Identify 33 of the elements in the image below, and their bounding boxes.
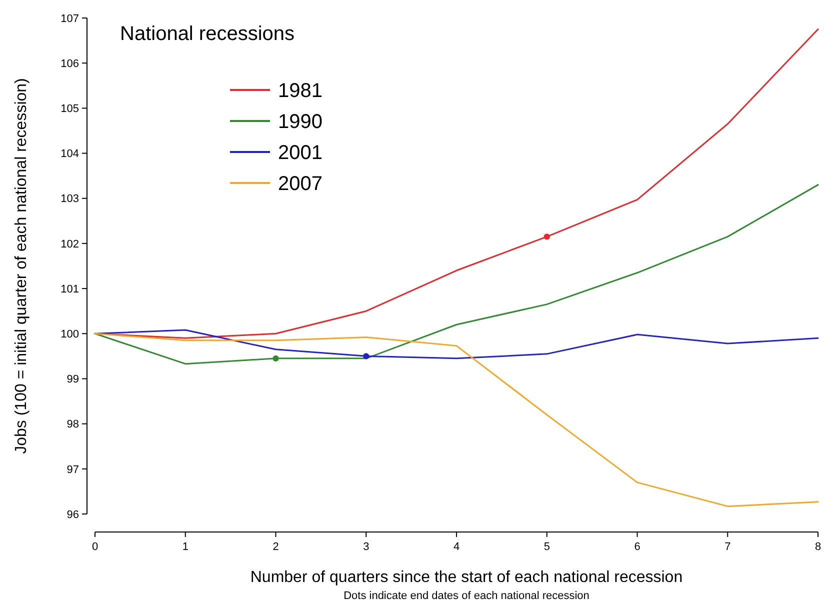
y-tick-label: 104 xyxy=(60,148,79,160)
x-tick-label: 3 xyxy=(363,541,370,553)
x-axis-title: Number of quarters since the start of each national recession xyxy=(250,569,683,586)
y-tick-label: 106 xyxy=(60,58,79,70)
y-tick-label: 100 xyxy=(60,328,79,340)
x-tick-label: 1 xyxy=(182,541,188,553)
legend-label: 1981 xyxy=(278,80,322,102)
legend-label: 1990 xyxy=(278,111,322,133)
x-tick-label: 4 xyxy=(453,541,460,553)
y-tick-label: 96 xyxy=(66,508,79,521)
point xyxy=(272,355,279,362)
y-axis-title: Jobs (100 = initial quarter of each national recession) xyxy=(13,78,30,454)
y-tick-label: 99 xyxy=(66,374,79,386)
text: Dots indicate end dates of each national recession xyxy=(344,590,590,602)
x-tick-label: 5 xyxy=(544,541,550,553)
y-tick-label: 98 xyxy=(66,418,79,431)
x-tick-label: 2 xyxy=(272,541,279,553)
y-tick-label: 103 xyxy=(60,193,79,206)
y-tick-label: 107 xyxy=(60,12,79,25)
line-series xyxy=(94,332,819,508)
x-tick-label: 8 xyxy=(814,541,822,553)
x-tick-label: 6 xyxy=(634,541,640,553)
y-tick-label: 97 xyxy=(66,464,79,476)
y-tick-label: 101 xyxy=(60,283,79,296)
x-tick-label: 0 xyxy=(92,541,98,553)
y-tick-label: 102 xyxy=(60,238,79,250)
point xyxy=(363,353,370,360)
x-tick-label: 7 xyxy=(724,541,731,553)
legend-label: 2001 xyxy=(278,142,322,164)
legend-label: 2007 xyxy=(278,173,322,195)
legend-title: National recessions xyxy=(120,23,295,45)
y-tick-label: 105 xyxy=(60,103,79,116)
point xyxy=(544,234,550,240)
